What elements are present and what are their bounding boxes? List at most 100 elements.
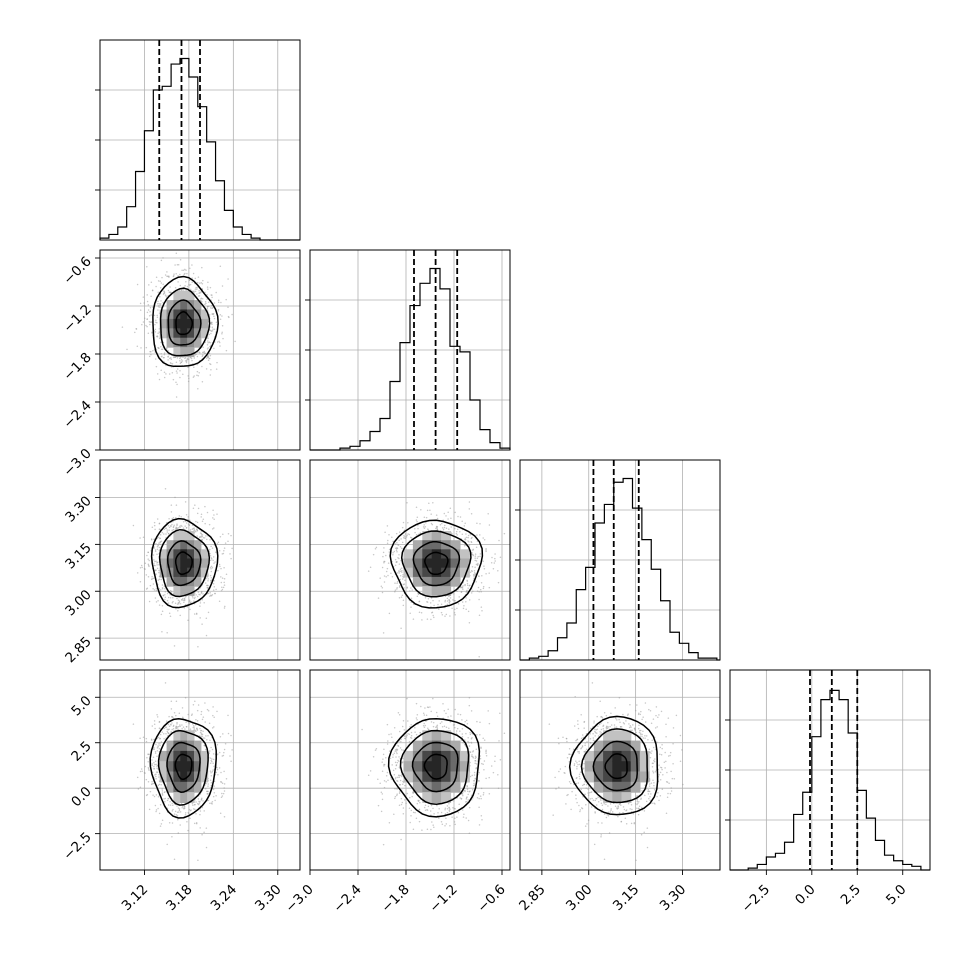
sample-point — [153, 564, 156, 566]
sample-point — [407, 533, 409, 535]
sample-point — [222, 733, 224, 735]
sample-point — [161, 355, 163, 357]
panel-r0-c0 — [95, 39, 301, 241]
sample-point — [209, 762, 212, 765]
sample-point — [632, 812, 635, 815]
sample-point — [471, 552, 473, 554]
sample-point — [209, 739, 211, 741]
sample-point — [184, 696, 187, 699]
sample-point — [436, 804, 438, 807]
sample-point — [202, 518, 205, 521]
sample-point — [615, 726, 618, 728]
sample-point — [444, 808, 446, 811]
sample-point — [388, 822, 391, 824]
sample-point — [493, 562, 496, 564]
sample-point — [410, 587, 412, 589]
sample-point — [448, 601, 450, 603]
sample-point — [202, 730, 204, 732]
sample-point — [201, 834, 203, 836]
density-cell — [166, 540, 174, 550]
panel-r1-c1 — [305, 249, 511, 451]
density-cell — [603, 740, 613, 752]
sample-point — [399, 578, 402, 581]
sample-point — [469, 571, 472, 573]
density-cell — [180, 300, 188, 311]
sample-point — [479, 555, 481, 558]
sample-point — [167, 723, 170, 726]
sample-point — [153, 723, 156, 725]
sample-point — [611, 811, 614, 813]
sample-point — [387, 740, 389, 742]
sample-point — [445, 515, 447, 517]
sample-point — [620, 804, 622, 806]
sample-point — [633, 822, 636, 825]
sample-point — [214, 551, 217, 554]
sample-point — [155, 763, 157, 766]
sample-point — [396, 748, 399, 751]
sample-point — [600, 732, 603, 734]
density-cell — [603, 781, 613, 793]
sample-point — [221, 577, 224, 579]
density-cell — [173, 750, 181, 762]
sample-point — [158, 564, 160, 566]
sample-point — [192, 726, 194, 729]
sample-point — [558, 770, 560, 773]
sample-point — [418, 809, 420, 811]
sample-point — [657, 716, 659, 718]
sample-point — [416, 719, 418, 721]
sample-point — [593, 843, 596, 846]
sample-point — [159, 543, 161, 546]
sample-point — [417, 533, 420, 535]
sample-point — [205, 368, 208, 370]
sample-point — [212, 582, 215, 585]
sample-point — [654, 748, 657, 751]
sample-point — [654, 727, 657, 729]
sample-point — [158, 720, 161, 723]
sample-point — [177, 281, 179, 283]
sample-point — [158, 571, 160, 574]
sample-point — [622, 713, 624, 716]
sample-point — [164, 274, 167, 276]
sample-point — [422, 526, 425, 528]
sample-point — [459, 530, 461, 533]
sample-point — [159, 280, 161, 282]
sample-point — [212, 753, 215, 755]
y-tick-label-2-2: 3.15 — [62, 540, 95, 573]
sample-point — [451, 532, 453, 535]
density-cell — [200, 549, 209, 560]
sample-point — [184, 268, 186, 271]
sample-point — [459, 797, 462, 799]
sample-point — [174, 602, 177, 605]
sample-point — [194, 724, 197, 726]
sample-point — [159, 534, 162, 536]
sample-point — [213, 328, 216, 330]
density-cell — [431, 558, 442, 569]
sample-point — [139, 302, 142, 305]
sample-point — [193, 822, 196, 825]
sample-point — [429, 509, 431, 512]
sample-point — [221, 588, 224, 591]
sample-point — [148, 355, 151, 358]
sample-point — [423, 806, 426, 809]
sample-point — [488, 524, 491, 526]
contour-1 — [411, 741, 459, 793]
sample-point — [158, 378, 161, 381]
sample-point — [390, 778, 393, 781]
sample-point — [134, 331, 136, 334]
sample-point — [584, 793, 586, 796]
density-cell — [200, 318, 209, 329]
density-cell — [630, 740, 641, 752]
sample-point — [152, 554, 155, 556]
sample-point — [160, 578, 162, 581]
sample-point — [479, 721, 481, 723]
density-cell — [593, 781, 604, 793]
sample-point — [497, 569, 499, 572]
sample-point — [206, 584, 209, 587]
sample-point — [194, 290, 197, 293]
sample-point — [199, 827, 201, 829]
sample-point — [168, 518, 170, 520]
sample-point — [629, 703, 631, 706]
sample-point — [227, 315, 230, 318]
sample-point — [416, 802, 419, 805]
x-tick-label-1-2: −1.8 — [378, 882, 412, 916]
